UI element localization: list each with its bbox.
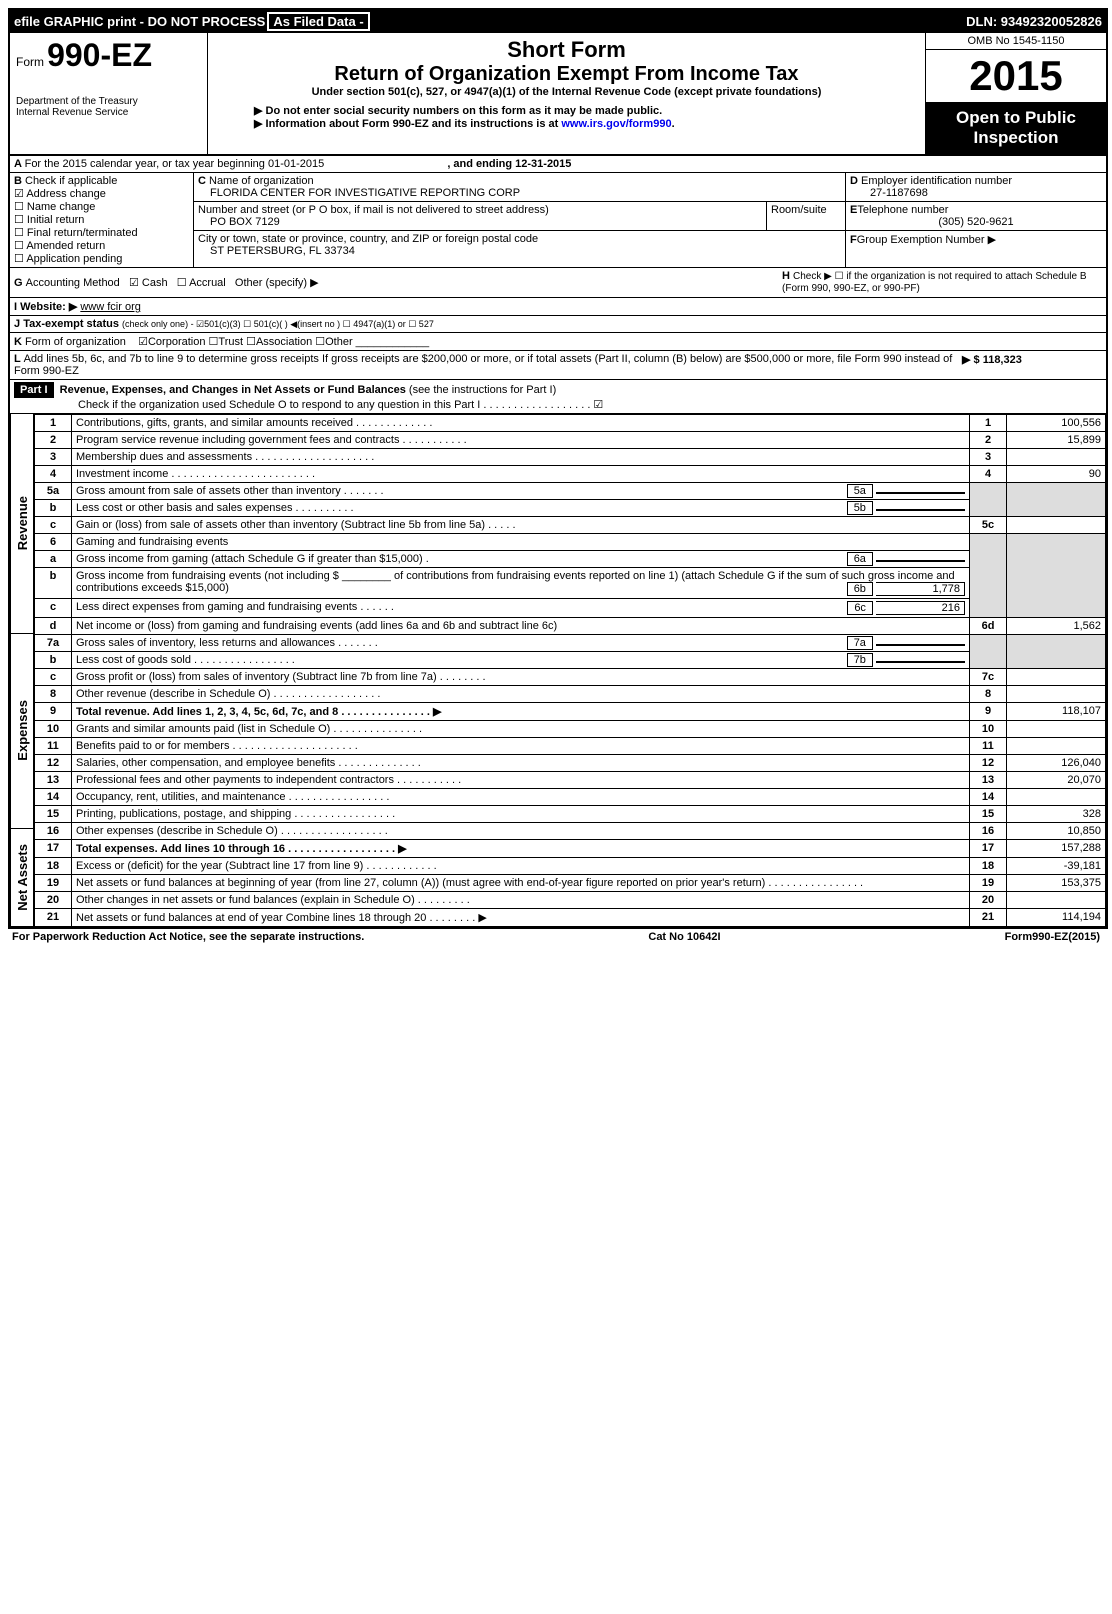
phone-value: (305) 520-9621 bbox=[850, 216, 1102, 228]
part1-header-row: Part I Revenue, Expenses, and Changes in… bbox=[10, 380, 1106, 414]
irs-label: Internal Revenue Service bbox=[16, 107, 201, 118]
form-prefix: Form bbox=[16, 55, 44, 69]
chk-application-pending[interactable]: Application pending bbox=[14, 252, 189, 265]
bullet-1: Do not enter social security numbers on … bbox=[254, 104, 919, 117]
org-name: FLORIDA CENTER FOR INVESTIGATIVE REPORTI… bbox=[198, 187, 520, 199]
org-address: PO BOX 7129 bbox=[198, 216, 280, 228]
form-subtitle: Under section 501(c), 527, or 4947(a)(1)… bbox=[214, 86, 919, 98]
chk-cash[interactable]: Cash bbox=[129, 277, 168, 289]
row-i: I Website: ▶ www fcir org bbox=[10, 298, 1106, 316]
footer-right: Form990-EZ(2015) bbox=[1005, 931, 1100, 943]
bullet-2: Information about Form 990-EZ and its in… bbox=[254, 117, 919, 130]
efile-topbar: efile GRAPHIC print - DO NOT PROCESS As … bbox=[10, 10, 1106, 33]
row-a: A For the 2015 calendar year, or tax yea… bbox=[10, 156, 1106, 173]
section-revenue: Revenue bbox=[15, 496, 30, 550]
page-footer: For Paperwork Reduction Act Notice, see … bbox=[8, 929, 1104, 945]
chk-accrual[interactable]: Accrual bbox=[177, 277, 226, 289]
row-l: L Add lines 5b, 6c, and 7b to line 9 to … bbox=[10, 351, 1106, 380]
chk-name-change[interactable]: Name change bbox=[14, 200, 189, 213]
header-left: Form 990-EZ Department of the Treasury I… bbox=[10, 33, 208, 154]
chk-amended-return[interactable]: Amended return bbox=[14, 239, 189, 252]
row-j: J Tax-exempt status (check only one) - ☑… bbox=[10, 316, 1106, 333]
section-expenses: Expenses bbox=[15, 700, 30, 761]
open-to-public: Open to Public Inspection bbox=[926, 102, 1106, 154]
h-text: Check ▶ ☐ if the organization is not req… bbox=[782, 271, 1087, 294]
dept-treasury: Department of the Treasury bbox=[16, 96, 201, 107]
chk-final-return[interactable]: Final return/terminated bbox=[14, 226, 189, 239]
tax-year: 2015 bbox=[926, 50, 1106, 102]
dln-label: DLN: 93492320052826 bbox=[966, 14, 1102, 29]
form-number: 990-EZ bbox=[47, 37, 152, 73]
row-k: K Form of organization ☑Corporation ☐Tru… bbox=[10, 333, 1106, 351]
form-header: Form 990-EZ Department of the Treasury I… bbox=[10, 33, 1106, 156]
l-amount: ▶ $ 118,323 bbox=[962, 353, 1102, 377]
header-right: OMB No 1545-1150 2015 Open to Public Ins… bbox=[926, 33, 1106, 154]
financial-table: 1Contributions, gifts, grants, and simil… bbox=[34, 414, 1106, 927]
omb-number: OMB No 1545-1150 bbox=[926, 33, 1106, 50]
part1-label: Part I bbox=[14, 382, 54, 398]
chk-initial-return[interactable]: Initial return bbox=[14, 213, 189, 226]
as-filed-box: As Filed Data - bbox=[267, 12, 369, 31]
short-form-label: Short Form bbox=[214, 37, 919, 63]
header-middle: Short Form Return of Organization Exempt… bbox=[208, 33, 926, 154]
chk-address-change[interactable]: Address change bbox=[14, 187, 189, 200]
row-gh: G Accounting Method Cash Accrual Other (… bbox=[10, 268, 1106, 298]
website-value: www fcir org bbox=[80, 301, 141, 313]
irs-link[interactable]: www.irs.gov/form990 bbox=[561, 118, 671, 130]
efile-label: efile GRAPHIC print - DO NOT PROCESS bbox=[14, 14, 265, 29]
row-bcdef: B Check if applicable Address change Nam… bbox=[10, 173, 1106, 268]
form-title: Return of Organization Exempt From Incom… bbox=[214, 63, 919, 86]
footer-left: For Paperwork Reduction Act Notice, see … bbox=[12, 931, 364, 943]
footer-mid: Cat No 10642I bbox=[648, 931, 720, 943]
section-netassets: Net Assets bbox=[15, 844, 30, 911]
form-container: efile GRAPHIC print - DO NOT PROCESS As … bbox=[8, 8, 1108, 929]
ein-value: 27-1187698 bbox=[850, 187, 928, 199]
org-city: ST PETERSBURG, FL 33734 bbox=[198, 245, 355, 257]
financial-table-wrap: Revenue Expenses Net Assets 1Contributio… bbox=[10, 414, 1106, 927]
